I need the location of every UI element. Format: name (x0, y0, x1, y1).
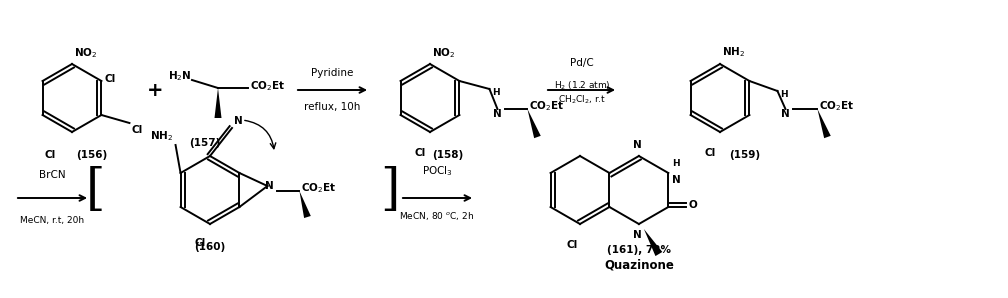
Text: Cl: Cl (566, 240, 578, 250)
Text: Cl: Cl (131, 125, 143, 135)
Polygon shape (644, 229, 662, 256)
Text: CO$_2$Et: CO$_2$Et (820, 99, 855, 113)
Text: NH$_2$: NH$_2$ (722, 45, 745, 59)
Text: N: N (672, 175, 681, 185)
Text: CO$_2$Et: CO$_2$Et (301, 181, 337, 195)
Text: N: N (781, 109, 790, 119)
Text: MeCN, r.t, 20h: MeCN, r.t, 20h (20, 216, 84, 225)
Text: Cl: Cl (195, 238, 206, 248)
Text: N: N (234, 116, 243, 126)
Text: Quazinone: Quazinone (604, 258, 673, 271)
Text: POCl$_3$: POCl$_3$ (421, 164, 453, 178)
Polygon shape (215, 88, 222, 118)
FancyArrowPatch shape (245, 120, 276, 149)
Text: CO$_2$Et: CO$_2$Et (529, 99, 564, 113)
Text: MeCN, 80 $^o$C, 2h: MeCN, 80 $^o$C, 2h (399, 210, 475, 222)
Text: Cl: Cl (414, 148, 425, 158)
Text: Cl: Cl (105, 74, 116, 84)
Text: H: H (779, 90, 787, 99)
Polygon shape (299, 191, 310, 218)
Text: BrCN: BrCN (38, 170, 66, 180)
Polygon shape (817, 109, 831, 138)
Text: (160): (160) (195, 242, 226, 252)
Text: Pd/C: Pd/C (571, 58, 594, 68)
Text: NO$_2$: NO$_2$ (74, 46, 98, 60)
Text: N: N (265, 181, 274, 191)
Text: O: O (688, 200, 698, 210)
Text: N: N (632, 230, 641, 240)
Text: (159): (159) (730, 150, 761, 160)
Text: (156): (156) (77, 150, 108, 160)
Text: H$_2$N: H$_2$N (168, 69, 192, 83)
Text: Pyridine: Pyridine (310, 68, 353, 78)
Text: CH$_2$Cl$_2$, r.t: CH$_2$Cl$_2$, r.t (557, 93, 606, 105)
Text: +: + (147, 81, 163, 100)
Text: CO$_2$Et: CO$_2$Et (250, 79, 285, 93)
Text: reflux, 10h: reflux, 10h (303, 102, 360, 112)
Text: H: H (492, 88, 499, 97)
Text: (158): (158) (432, 150, 464, 160)
Text: H: H (672, 159, 680, 168)
Text: [: [ (86, 165, 105, 215)
Text: NO$_2$: NO$_2$ (432, 46, 456, 60)
Text: (161), 72%: (161), 72% (607, 245, 671, 255)
Text: Cl: Cl (705, 148, 716, 158)
Polygon shape (527, 109, 540, 138)
Text: ]: ] (380, 165, 400, 215)
Text: Cl: Cl (44, 150, 55, 160)
Text: H$_2$ (1.2 atm): H$_2$ (1.2 atm) (553, 80, 611, 92)
Text: N: N (632, 140, 641, 150)
Text: (157): (157) (190, 138, 221, 148)
Text: NH$_2$: NH$_2$ (150, 129, 173, 143)
Text: N: N (493, 109, 502, 119)
